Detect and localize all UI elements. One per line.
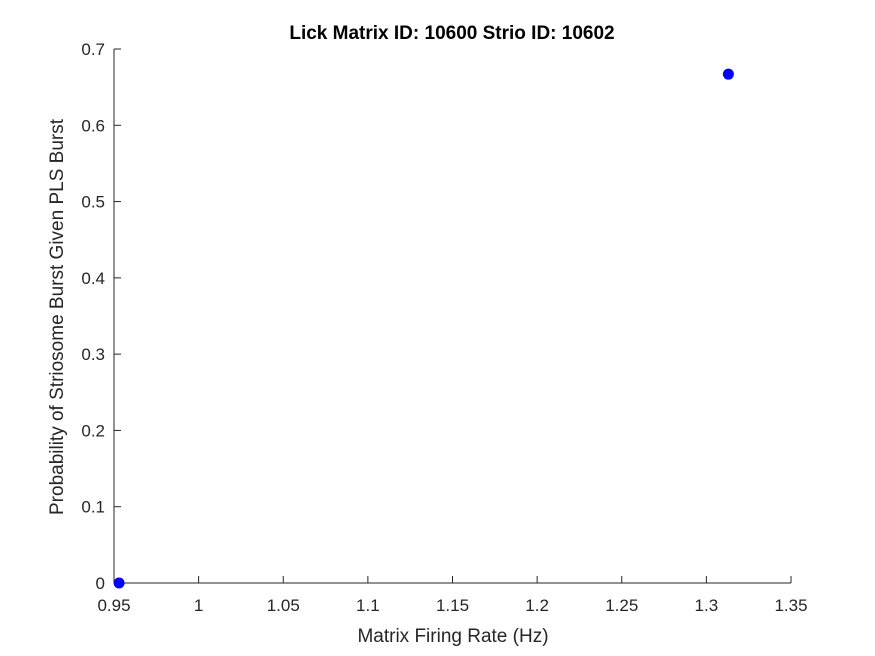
x-tick-label: 1.25 [605,596,638,615]
x-tick-label: 1.05 [267,596,300,615]
y-tick-label: 0 [96,574,105,593]
y-tick-label: 0.4 [81,269,105,288]
x-tick-label: 1.15 [436,596,469,615]
y-axis-ticks: 0 0.1 0.2 0.3 0.4 0.5 0.6 0.7 [81,40,121,593]
x-tick-label: 1.3 [695,596,719,615]
x-tick-label: 1.35 [774,596,807,615]
chart-title: Lick Matrix ID: 10600 Strio ID: 10602 [289,23,614,44]
x-axis-label: Matrix Firing Rate (Hz) [357,626,548,647]
y-tick-label: 0.3 [81,345,105,364]
x-tick-label: 1.1 [356,596,380,615]
axes [113,49,791,584]
y-tick-label: 0.7 [81,40,105,59]
y-axis-label: Probability of Striosome Burst Given PLS… [47,118,68,515]
data-point [113,577,125,589]
y-tick-label: 0.2 [81,421,105,440]
data-points [113,68,734,589]
x-tick-label: 1 [194,596,203,615]
x-axis-ticks: 0.95 1 1.05 1.1 1.15 1.2 1.25 1.3 1.35 [97,576,808,615]
x-tick-label: 0.95 [97,596,130,615]
x-tick-label: 1.2 [525,596,549,615]
data-point [722,68,734,80]
y-tick-label: 0.6 [81,116,105,135]
y-tick-label: 0.5 [81,193,105,212]
y-tick-label: 0.1 [81,498,105,517]
